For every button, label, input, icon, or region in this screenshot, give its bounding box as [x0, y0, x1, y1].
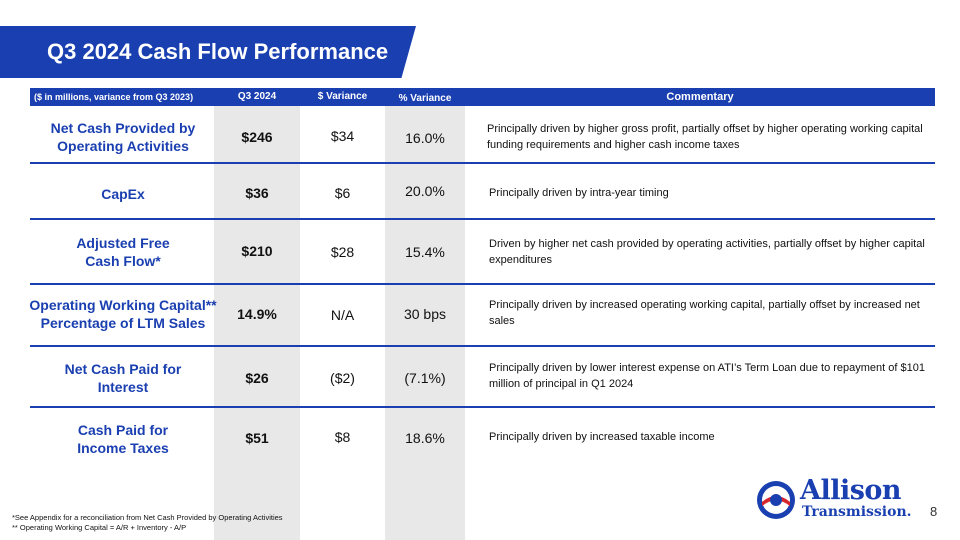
metric-label: Net Cash Paid for Interest	[64, 361, 182, 395]
q3-column-shade	[214, 106, 300, 540]
metric-label: CapEx	[101, 186, 145, 202]
allison-transmission-logo: Allison Transmission.	[756, 475, 921, 524]
metric-label: Adjusted Free Cash Flow*	[76, 235, 170, 269]
header-q3: Q3 2024	[237, 91, 277, 102]
commentary-text: Driven by higher net cash provided by op…	[489, 238, 925, 266]
dollar-variance-value: $28	[330, 244, 355, 260]
row-divider	[30, 162, 935, 164]
page-number: 8	[930, 504, 938, 519]
slide-title: Q3 2024 Cash Flow Performance	[47, 39, 389, 64]
q3-value: $26	[245, 370, 269, 386]
dollar-variance-value: N/A	[330, 307, 355, 323]
row-divider	[30, 283, 935, 285]
commentary-text: Principally driven by intra-year timing	[489, 187, 669, 199]
header-commentary: Commentary	[666, 91, 734, 103]
footnote-reconciliation: *See Appendix for a reconciliation from …	[12, 513, 283, 522]
header-pct-variance: % Variance	[398, 93, 452, 104]
metric-label: Net Cash Provided by Operating Activities	[50, 120, 196, 154]
dollar-variance-value: $34	[330, 128, 355, 144]
pct-variance-value: 16.0%	[405, 130, 445, 146]
header-metric: ($ in millions, variance from Q3 2023)	[34, 92, 194, 102]
footnote-working-capital: ** Operating Working Capital = A/R + Inv…	[12, 523, 187, 532]
q3-value: $36	[245, 185, 269, 201]
pct-variance-column-shade	[385, 106, 465, 540]
metric-label: Cash Paid for Income Taxes	[77, 422, 169, 456]
title-banner	[0, 26, 416, 78]
pct-variance-value: 18.6%	[405, 430, 445, 446]
allison-emblem-icon	[757, 481, 795, 519]
q3-value: $51	[245, 430, 269, 446]
header-dollar-variance: $ Variance	[317, 91, 368, 102]
q3-value: 14.9%	[237, 306, 277, 322]
metric-label: Operating Working Capital** Percentage of…	[29, 297, 217, 331]
pct-variance-value: 15.4%	[405, 244, 445, 260]
q3-value: $210	[241, 243, 273, 259]
row-divider	[30, 345, 935, 347]
table-header-row: ($ in millions, variance from Q3 2023) Q…	[30, 88, 935, 106]
commentary-text: Principally driven by higher gross profi…	[487, 123, 923, 151]
row-divider	[30, 406, 935, 408]
dollar-variance-value: $6	[334, 185, 351, 201]
logo-wordmark-transmission: Transmission.	[802, 504, 912, 520]
commentary-text: Principally driven by increased taxable …	[489, 431, 715, 443]
logo-wordmark-allison: Allison	[800, 475, 902, 506]
dollar-variance-value: $8	[334, 429, 351, 445]
q3-value: $246	[241, 129, 273, 145]
pct-variance-value: 20.0%	[405, 183, 445, 199]
commentary-text: Principally driven by lower interest exp…	[489, 362, 925, 390]
pct-variance-value: (7.1%)	[404, 370, 446, 386]
commentary-text: Principally driven by increased operatin…	[489, 299, 920, 327]
dollar-variance-value: ($2)	[330, 370, 355, 386]
pct-variance-value: 30 bps	[403, 306, 447, 322]
row-divider	[30, 218, 935, 220]
